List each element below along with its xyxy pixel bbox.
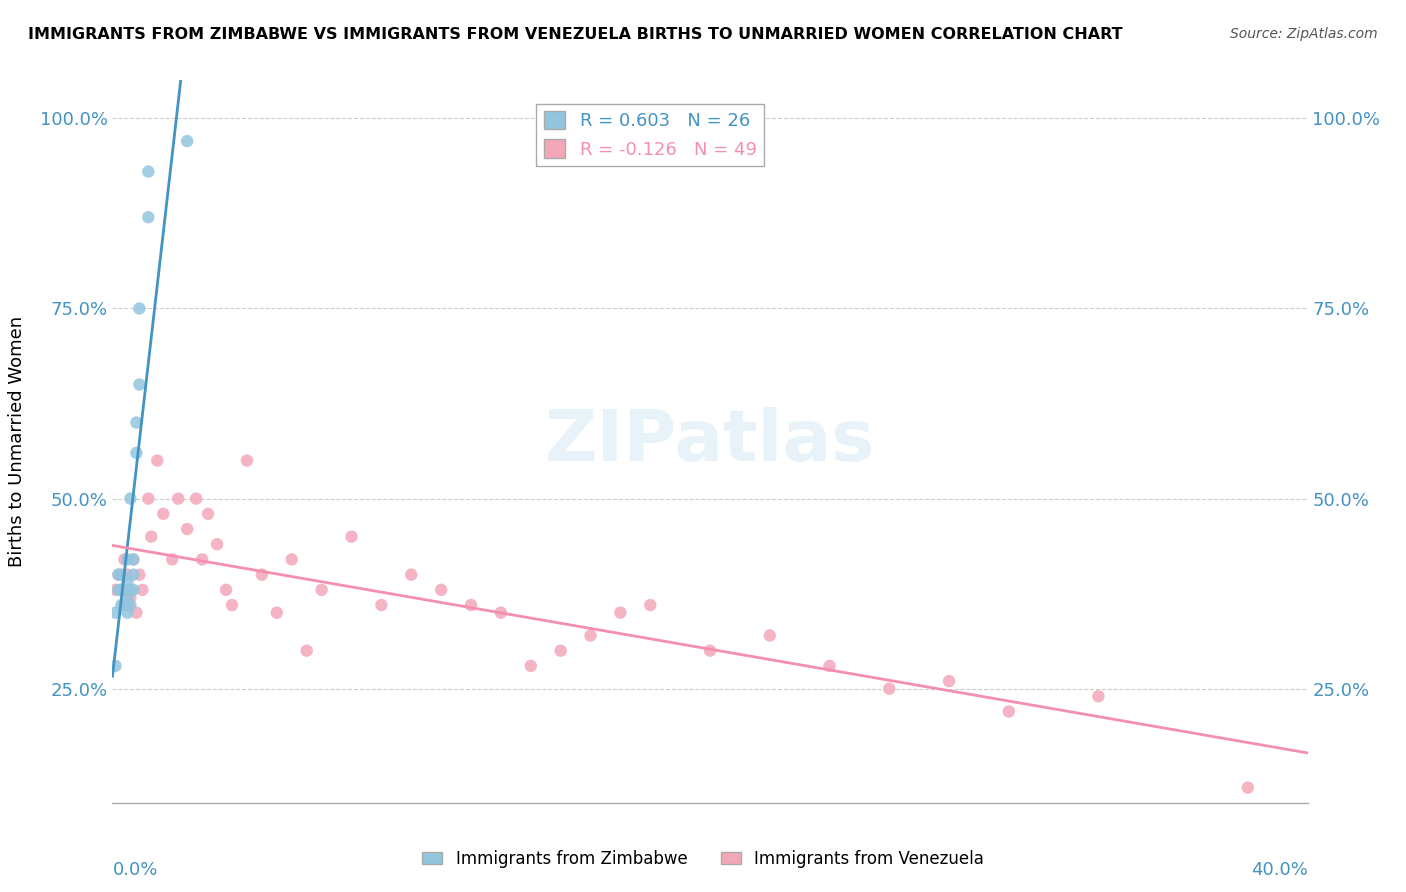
Legend: Immigrants from Zimbabwe, Immigrants from Venezuela: Immigrants from Zimbabwe, Immigrants fro… (416, 844, 990, 875)
Point (128, 567, 150, 582)
Point (250, 567, 273, 582)
Point (131, 582, 153, 597)
Point (122, 567, 145, 582)
Point (266, 606, 288, 620)
Point (176, 522, 198, 536)
Point (110, 598, 132, 612)
Point (640, 598, 662, 612)
Point (125, 606, 148, 620)
Point (138, 210, 160, 224)
Point (120, 598, 142, 612)
Point (370, 598, 392, 612)
Point (128, 301, 150, 316)
Point (699, 643, 721, 657)
Point (110, 567, 132, 582)
Point (579, 628, 602, 642)
Point (114, 598, 135, 612)
Point (197, 507, 219, 521)
Point (550, 643, 572, 657)
Point (141, 530, 163, 544)
Text: Source: ZipAtlas.com: Source: ZipAtlas.com (1230, 27, 1378, 41)
Point (117, 591, 139, 605)
Text: ZIPatlas: ZIPatlas (546, 407, 875, 476)
Point (104, 582, 127, 597)
Point (295, 643, 318, 657)
Point (117, 552, 139, 566)
Legend: R = 0.603   N = 26, R = -0.126   N = 49: R = 0.603 N = 26, R = -0.126 N = 49 (537, 103, 763, 166)
Point (1237, 780, 1260, 795)
Y-axis label: Births to Unmarried Women: Births to Unmarried Women (7, 316, 25, 567)
Point (104, 659, 127, 673)
Point (1087, 690, 1109, 704)
Text: 40.0%: 40.0% (1251, 861, 1308, 879)
Point (489, 606, 512, 620)
Point (146, 453, 169, 467)
Point (138, 491, 160, 506)
Point (162, 552, 183, 566)
Point (176, 134, 198, 148)
Point (107, 582, 129, 597)
Point (138, 164, 160, 178)
Point (104, 606, 127, 620)
Point (128, 377, 150, 392)
Point (401, 567, 423, 582)
Point (879, 681, 901, 696)
Text: IMMIGRANTS FROM ZIMBABWE VS IMMIGRANTS FROM VENEZUELA BIRTHS TO UNMARRIED WOMEN : IMMIGRANTS FROM ZIMBABWE VS IMMIGRANTS F… (28, 27, 1123, 42)
Point (107, 567, 129, 582)
Point (117, 606, 139, 620)
Point (110, 582, 132, 597)
Point (107, 567, 129, 582)
Point (167, 491, 190, 506)
Point (120, 582, 142, 597)
Point (311, 582, 333, 597)
Point (609, 606, 631, 620)
Point (125, 446, 148, 460)
Point (114, 582, 135, 597)
Point (122, 552, 145, 566)
Point (191, 552, 214, 566)
Point (520, 659, 543, 673)
Point (117, 567, 139, 582)
Point (117, 598, 139, 612)
Point (215, 582, 238, 597)
Point (221, 598, 243, 612)
Point (186, 491, 208, 506)
Point (759, 628, 782, 642)
Point (152, 507, 174, 521)
Point (205, 537, 228, 551)
Point (110, 582, 132, 597)
Text: 0.0%: 0.0% (112, 861, 157, 879)
Point (114, 552, 135, 566)
Point (120, 591, 142, 605)
Point (236, 453, 259, 467)
Point (818, 659, 841, 673)
Point (340, 530, 363, 544)
Point (460, 598, 482, 612)
Point (122, 582, 145, 597)
Point (430, 582, 453, 597)
Point (122, 552, 145, 566)
Point (120, 491, 142, 506)
Point (117, 575, 139, 590)
Point (281, 552, 304, 566)
Point (125, 416, 148, 430)
Point (998, 705, 1021, 719)
Point (938, 674, 960, 689)
